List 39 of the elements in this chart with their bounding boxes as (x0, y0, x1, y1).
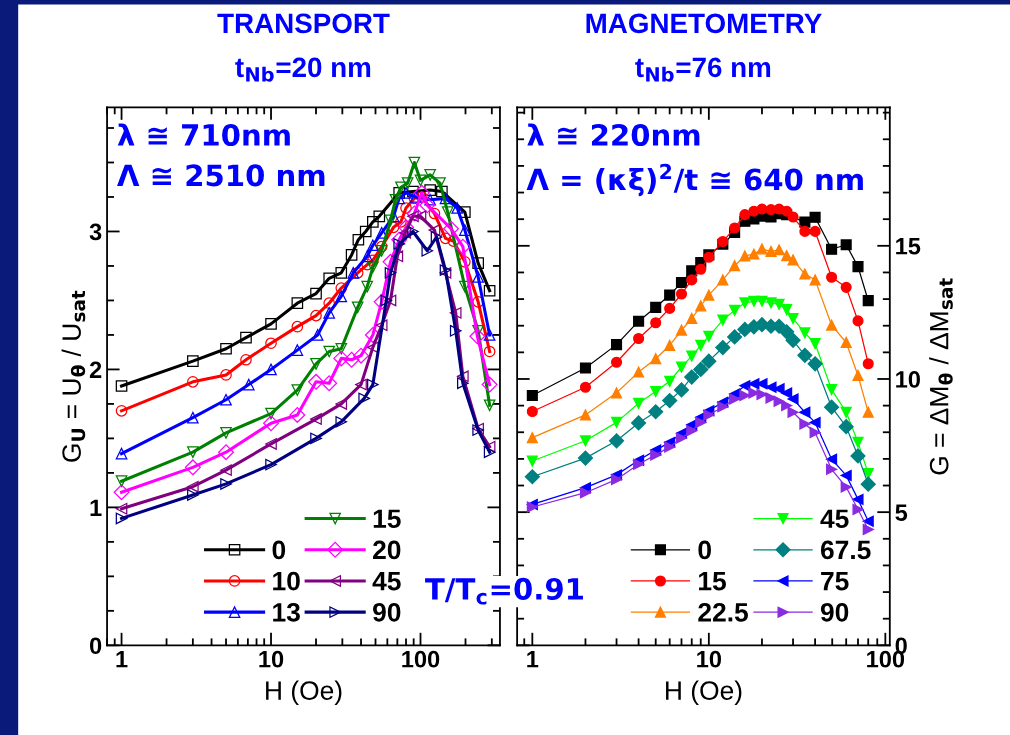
x-axis-title: H (Oe) (666, 680, 742, 706)
y-tick-label: 15 (896, 238, 921, 255)
legend-label: 75 (821, 572, 849, 591)
chart-subtitle: t$_{Nb}$=20 nm (235, 57, 371, 82)
y-tick-label: 5 (895, 504, 908, 521)
x-tick-label: 1 (527, 651, 539, 668)
y-tick-label: 10 (896, 371, 920, 388)
legend-label: 10 (273, 571, 300, 591)
annotation: Λ ≅ 2510 nm (117, 164, 325, 187)
x-tick-label: 100 (402, 650, 440, 668)
annotation: T/T$_{c}$=0.91 (425, 577, 583, 605)
legend-label: 13 (273, 602, 300, 622)
chart-title: TRANSPORT (217, 13, 390, 34)
chart-subtitle: t$_{Nb}$=76 nm (635, 57, 771, 82)
legend-label: 22.5 (698, 602, 748, 622)
legend-label: 45 (820, 509, 849, 529)
x-tick-label: 10 (259, 650, 284, 668)
annotation: Λ = (κξ)$^{2}$/t ≅ 640 nm (526, 163, 863, 197)
annotation: λ ≅ 220nm (527, 123, 700, 147)
legend-label: 15 (373, 509, 401, 529)
legend-label: 15 (699, 572, 726, 591)
y-tick-label: 2 (89, 361, 102, 378)
x-tick-label: 10 (697, 650, 721, 668)
legend-label: 0 (698, 540, 711, 560)
y-axis-title: G = ΔM$_{θ}$ / ΔM$_{sat}$ (929, 278, 953, 475)
legend-label: 90 (820, 602, 849, 622)
legend-label: 0 (272, 540, 286, 560)
y-tick-label: 0 (90, 637, 102, 655)
legend-label: 45 (372, 572, 401, 591)
annotation: λ ≅ 710nm (117, 123, 290, 147)
legend-label: 67.5 (820, 540, 871, 560)
legend-label: 20 (373, 540, 401, 560)
x-axis-title: H (Oe) (266, 680, 342, 706)
legend-label: 90 (373, 602, 401, 622)
y-tick-label: 3 (89, 223, 102, 241)
x-tick-label: 1 (116, 651, 128, 668)
y-tick-label: 1 (90, 499, 102, 516)
chart-title: MAGNETOMETRY (586, 13, 822, 34)
y-axis-title: G$_{U}$ = U$_{θ}$ / U$_{sat}$ (61, 290, 86, 462)
